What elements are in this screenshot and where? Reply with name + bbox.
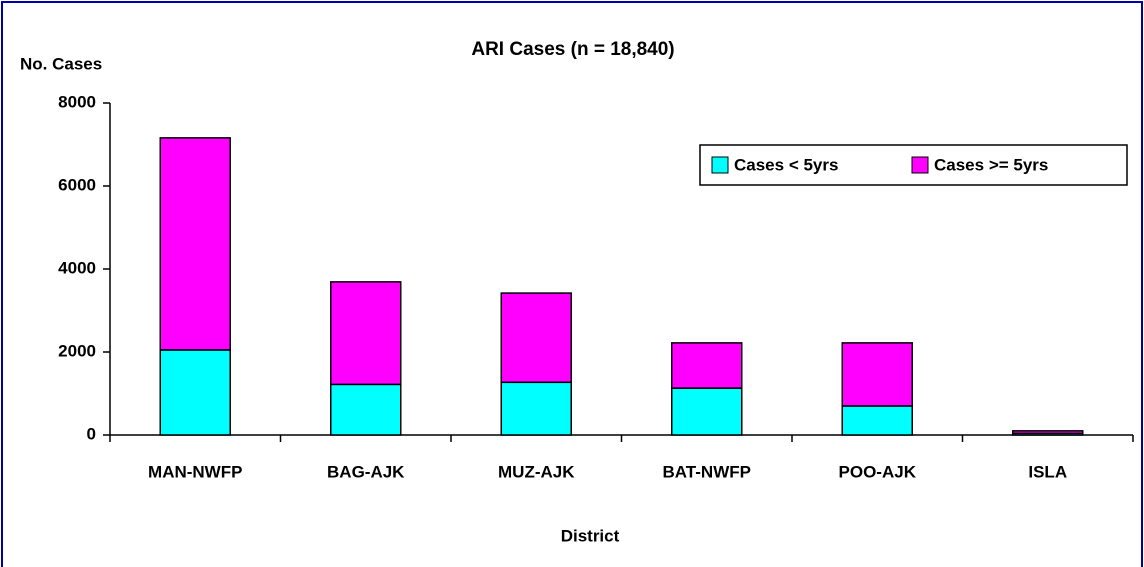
x-tick-label: ISLA (1028, 462, 1067, 481)
x-tick-label: POO-AJK (839, 462, 917, 481)
x-tick-label: BAG-AJK (327, 462, 405, 481)
bar-segment (671, 342, 743, 389)
bar-segment (841, 342, 913, 407)
legend-swatch (711, 156, 729, 174)
y-tick-label: 4000 (58, 258, 96, 277)
bar-segment (500, 381, 572, 436)
x-axis-label: District (561, 526, 620, 545)
bar-segment (1012, 430, 1084, 435)
x-tick-label: MUZ-AJK (498, 462, 575, 481)
y-tick-label: 2000 (58, 341, 96, 360)
bar-segment (159, 137, 231, 351)
chart-title: ARI Cases (n = 18,840) (471, 39, 674, 60)
x-tick-label: MAN-NWFP (148, 462, 242, 481)
bar-segment (671, 387, 743, 436)
bar-segment (330, 281, 402, 386)
legend-label: Cases >= 5yrs (934, 155, 1048, 174)
legend-swatch (911, 156, 929, 174)
bar-segment (330, 383, 402, 436)
bar-segment (841, 405, 913, 436)
bar-segment (159, 349, 231, 436)
bar-segment (500, 292, 572, 384)
y-tick-label: 8000 (58, 92, 96, 111)
y-tick-label: 0 (87, 424, 96, 443)
y-tick-label: 6000 (58, 175, 96, 194)
legend-label: Cases < 5yrs (734, 155, 838, 174)
x-tick-label: BAT-NWFP (663, 462, 751, 481)
y-axis-label: No. Cases (20, 54, 102, 73)
